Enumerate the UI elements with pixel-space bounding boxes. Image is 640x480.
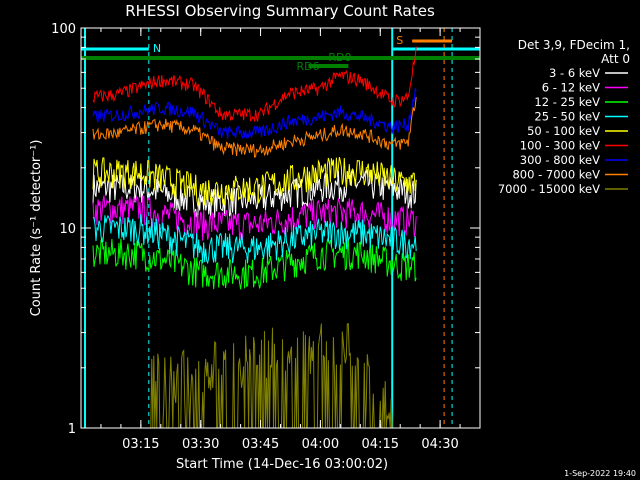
legend-label: 3 - 6 keV <box>549 66 600 80</box>
series-line <box>92 88 417 140</box>
y-tick-label: 10 <box>59 222 76 237</box>
y-tick-label: 1 <box>68 422 76 437</box>
chart-title: RHESSI Observing Summary Count Rates <box>125 2 435 20</box>
x-tick-label: 04:15 <box>362 437 399 452</box>
rd6-label: RD6 <box>296 60 319 73</box>
x-axis-label: Start Time (14-Dec-16 03:00:02) <box>176 457 388 472</box>
legend-title-line: Det 3,9, FDecim 1, <box>518 38 630 52</box>
legend-label: 7000 - 15000 keV <box>498 182 600 196</box>
legend-title-line: Att 0 <box>601 52 630 66</box>
legend-label: 300 - 800 keV <box>520 153 600 167</box>
y-axis-label: Count Rate (s⁻¹ detector⁻¹) <box>29 140 44 317</box>
legend-label: 6 - 12 keV <box>542 81 600 95</box>
rd0-label: RD0 <box>328 51 351 64</box>
series-line <box>92 46 417 122</box>
x-tick-label: 04:30 <box>421 437 458 452</box>
x-tick-label: 04:00 <box>302 437 339 452</box>
series-line <box>148 323 393 428</box>
legend-label: 25 - 50 keV <box>534 110 600 124</box>
x-tick-label: 03:30 <box>182 437 219 452</box>
legend-label: 800 - 7000 keV <box>512 168 600 182</box>
x-tick-label: 03:15 <box>122 437 159 452</box>
x-tick-label: 03:45 <box>242 437 279 452</box>
saa-label: S <box>396 34 403 47</box>
series-line <box>92 236 417 290</box>
legend-label: 50 - 100 keV <box>527 124 600 138</box>
series-line <box>92 156 417 207</box>
night-label: N <box>153 42 161 55</box>
timestamp: 1-Sep-2022 19:40 <box>564 469 636 478</box>
legend-label: 100 - 300 keV <box>520 139 600 153</box>
y-tick-label: 100 <box>51 22 76 37</box>
series-line <box>92 97 417 158</box>
series-line <box>92 167 417 219</box>
legend-label: 12 - 25 keV <box>534 95 600 109</box>
series-line <box>92 213 417 265</box>
